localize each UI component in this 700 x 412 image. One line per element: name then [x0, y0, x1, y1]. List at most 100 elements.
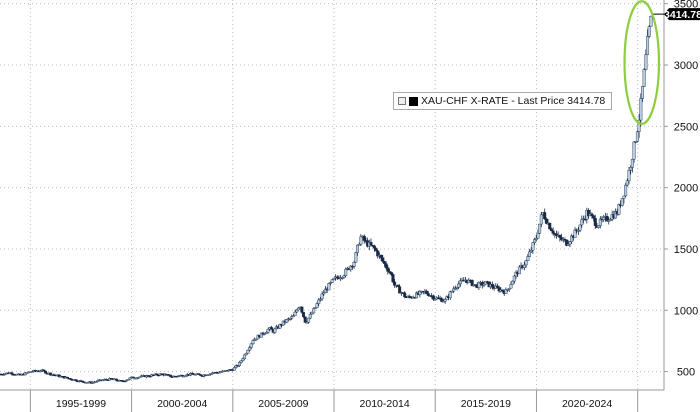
candle-body: [315, 303, 319, 308]
candle-body: [533, 239, 537, 243]
candle-body: [490, 284, 494, 288]
candle-body: [549, 228, 553, 232]
candle-body: [320, 293, 324, 300]
last-price-label: 3414.78: [664, 9, 700, 21]
candle-body: [597, 225, 601, 228]
candle-body: [566, 243, 570, 246]
candle-body: [359, 236, 363, 245]
legend-swatch: [409, 96, 418, 106]
candle-body: [389, 272, 393, 275]
candle-body: [243, 354, 247, 359]
candle-body: [302, 312, 306, 317]
y-tick-label: 2500: [674, 121, 698, 133]
candle-body: [69, 378, 73, 380]
candle-body: [578, 224, 582, 231]
candle-body: [512, 275, 516, 282]
candle-body: [352, 262, 356, 267]
candle-body: [307, 317, 311, 323]
candle-body: [568, 241, 572, 245]
candle-body: [290, 316, 294, 319]
candle-body: [379, 254, 383, 258]
candle-body: [155, 373, 159, 376]
candle-body: [632, 141, 636, 160]
candle-body: [504, 289, 508, 294]
candle-body: [317, 299, 321, 304]
candle-body: [199, 374, 203, 376]
candle-body: [303, 316, 307, 323]
candle-body: [622, 195, 626, 199]
candle-body: [396, 284, 400, 287]
candle-body: [425, 290, 429, 294]
y-axis: 500 1000 1500 2000 2500 3000 3500: [663, 0, 698, 390]
candle-body: [44, 370, 48, 374]
candle-body: [355, 244, 359, 253]
candle-body: [602, 217, 606, 220]
candle-body: [49, 372, 53, 376]
candle-body: [630, 159, 634, 168]
candle-body: [273, 328, 277, 333]
candle-body: [448, 291, 452, 298]
candle-body: [573, 229, 577, 238]
candle-body: [291, 315, 295, 317]
candle-body: [617, 204, 621, 215]
candle-body: [482, 283, 486, 286]
x-tick-label: 2005-2009: [258, 398, 308, 410]
candle-body: [330, 279, 334, 283]
candle-body: [607, 220, 611, 222]
y-tick-label: 500: [677, 367, 695, 379]
candle-body: [543, 212, 547, 220]
candle-body: [517, 266, 521, 275]
x-tick-label: 2015-2019: [461, 398, 511, 410]
candle-body: [148, 375, 152, 378]
candle-body: [369, 241, 373, 246]
candle-body: [620, 198, 624, 206]
candle-body: [522, 264, 526, 268]
candle-body: [74, 379, 78, 382]
candle-body: [598, 218, 602, 226]
candle-body: [239, 360, 243, 363]
candle-body: [322, 292, 326, 295]
candle-body: [391, 274, 395, 283]
y-tick-label: 1000: [674, 305, 698, 317]
candle-body: [10, 372, 14, 375]
candle-body: [495, 285, 499, 288]
candle-body: [300, 306, 304, 313]
candle-body: [509, 284, 513, 289]
candle-body: [593, 218, 597, 226]
legend-label: XAU-CHF X-RATE - Last Price 3414.78: [421, 95, 606, 107]
candle-body: [241, 358, 245, 362]
candle-body: [526, 256, 530, 261]
candle-body: [531, 242, 535, 251]
candle-body: [138, 376, 142, 378]
candle-body: [219, 371, 223, 374]
y-tick-label: 2000: [674, 183, 698, 195]
candle-body: [42, 369, 46, 372]
candle-body: [332, 277, 336, 280]
candle-body: [624, 184, 628, 197]
candle-body: [354, 252, 358, 263]
legend-toggle-icon[interactable]: [398, 97, 406, 105]
candle-body: [382, 261, 386, 264]
candle-body: [25, 372, 29, 374]
candle-body: [580, 219, 584, 226]
y-tick-label: 3000: [674, 60, 698, 72]
candle-body: [458, 280, 462, 285]
last-price-tag: [664, 8, 700, 21]
candle-body: [81, 380, 85, 383]
candle-body: [639, 98, 643, 121]
candle-body: [640, 86, 644, 99]
highlight-ellipse: [623, 0, 661, 125]
candle-body: [251, 340, 255, 344]
candle-body: [529, 250, 533, 253]
candle-body: [342, 275, 346, 278]
x-axis: 1995-1999 2000-2004 2005-2009 2010-2014 2015…: [0, 389, 664, 412]
candle-body: [312, 308, 316, 314]
candle-body: [507, 287, 511, 290]
candle-body: [635, 131, 639, 142]
candle-body: [644, 54, 648, 70]
candle-body: [266, 329, 270, 333]
candle-body: [393, 281, 397, 286]
y-tick-label: 1500: [674, 244, 698, 256]
